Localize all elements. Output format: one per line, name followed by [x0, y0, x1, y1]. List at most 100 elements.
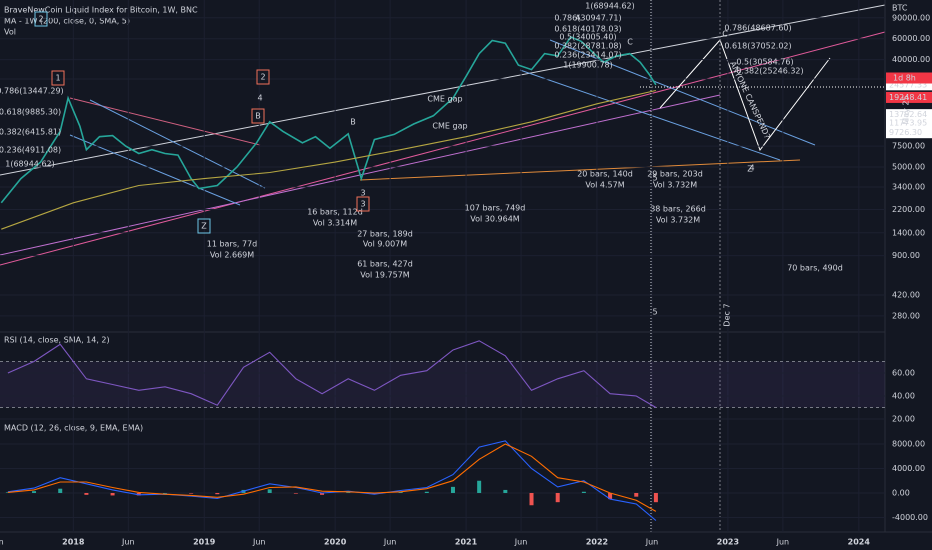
indicator-legend: MA - 1W (200, close, 0, SMA, 5) — [4, 17, 130, 26]
annotation: 1(68944.62) — [585, 2, 635, 11]
wave-box — [34, 11, 48, 27]
annotation: CME gap — [427, 95, 462, 104]
annotation: 0.618(9885.30) — [0, 108, 61, 117]
y-tick-label: 60000.00 — [892, 34, 930, 43]
annotation: 0.786(30947.71) — [554, 14, 621, 23]
annotation: 20 bars, 140d — [577, 170, 633, 179]
annotation: Dec 7 — [723, 303, 732, 326]
price-label: 19248.41 — [889, 93, 927, 102]
annotation: 0.786(48687.60) — [724, 24, 791, 33]
x-tick-label: Jun — [121, 538, 135, 547]
histogram-bar — [267, 489, 272, 493]
annotation: 3 — [360, 189, 365, 198]
y-tick-label: 280.00 — [892, 311, 920, 320]
price-label-box — [886, 117, 932, 129]
y-tick-label: 420.00 — [892, 290, 920, 299]
annotation: 107 bars, 749d — [465, 204, 526, 213]
annotation: 61 bars, 427d — [357, 260, 413, 269]
x-tick-label: Jun — [514, 538, 528, 547]
y-tick-label: 90000.00 — [892, 13, 930, 22]
histogram-bar — [503, 489, 508, 493]
histogram-bar — [477, 480, 482, 493]
histogram-bar — [110, 492, 115, 496]
x-tick-label: 2019 — [193, 538, 216, 547]
annotation: Z — [201, 222, 207, 231]
price-label: 11773.95 — [889, 118, 927, 127]
histogram-bar — [450, 486, 455, 493]
y-tick-label: 0.00 — [892, 488, 910, 497]
histogram-bar — [529, 492, 534, 506]
price-label: 9726.30 — [889, 128, 922, 137]
annotation: 5 — [652, 308, 657, 317]
wave-box — [356, 196, 370, 212]
histogram-bar — [346, 492, 351, 493]
annotation: 2 — [38, 15, 43, 24]
annotation: Vol 3.732M — [656, 216, 700, 225]
rsi-title: RSI (14, close, SMA, 14, 2) — [4, 336, 110, 345]
y-tick-label: 3400.00 — [892, 182, 925, 191]
projection-path — [659, 39, 831, 152]
annotation: 0.382(28781.08) — [554, 42, 621, 51]
histogram-bar — [320, 492, 325, 495]
y-tick-label: -4000.00 — [892, 513, 928, 522]
annotation: 38 bars, 266d — [650, 205, 706, 214]
annotation: 0.5(30584.76) — [736, 58, 793, 67]
histogram-bar — [398, 491, 403, 493]
series-line — [0, 36, 657, 204]
series-line — [7, 443, 657, 512]
annotation: 0.5(34005.40) — [559, 33, 616, 42]
x-tick-label: Jun — [383, 538, 397, 547]
series-line — [7, 440, 657, 521]
wave-box — [197, 218, 211, 234]
annotation: 4 — [257, 94, 262, 103]
x-tick-label: Jun — [776, 538, 790, 547]
annotation: 29 bars, 203d — [647, 170, 703, 179]
price-label-box — [886, 91, 932, 103]
axis-unit: BTC — [892, 4, 908, 13]
annotation: 0.236(23414.07) — [554, 51, 621, 60]
y-tick-label: 900.00 — [892, 251, 920, 260]
histogram-bar — [653, 492, 658, 503]
x-tick-label: 2021 — [455, 538, 478, 547]
histogram-bar — [84, 492, 89, 495]
x-tick-label: 2022 — [586, 538, 608, 547]
y-tick-label: 4000.00 — [892, 464, 925, 473]
annotation: Vol 30.964M — [470, 215, 520, 224]
histogram-bar — [215, 492, 220, 495]
histogram-bar — [32, 491, 37, 493]
x-tick-label: 2018 — [62, 538, 85, 547]
y-tick-label: 20.00 — [892, 415, 915, 424]
price-label-box — [886, 79, 932, 91]
annotation: 0.786(13447.29) — [0, 87, 64, 96]
annotation: B — [255, 112, 261, 121]
annotation: C — [627, 38, 633, 47]
annotation: 3 — [360, 200, 365, 209]
annotation: Vol 3.314M — [313, 219, 357, 228]
histogram-bar — [608, 492, 613, 500]
wave-box — [51, 70, 65, 86]
y-tick-label: 40.00 — [892, 392, 915, 401]
annotation: 0.618(40178.03) — [554, 25, 621, 34]
annotation: 1 — [55, 74, 60, 83]
x-tick-label: 2023 — [717, 538, 739, 547]
annotation: Vol 9.007M — [363, 240, 407, 249]
x-tick-label: Jun — [252, 538, 266, 547]
annotation: Vol 4.57M — [585, 181, 624, 190]
x-tick-label: 2020 — [324, 538, 347, 547]
annotation: Vol 19.757M — [360, 271, 410, 280]
chart-title: BraveNewCoin Liquid Index for Bitcoin, 1… — [4, 6, 198, 15]
histogram-bar — [162, 492, 167, 494]
volume-legend: Vol — [4, 28, 16, 37]
annotation: Z — [747, 165, 753, 174]
annotation: 11 bars, 77d — [207, 240, 258, 249]
annotation: A — [575, 14, 581, 23]
wave-box — [251, 108, 265, 124]
countdown-box — [886, 72, 932, 84]
annotation: May 25 — [902, 95, 911, 124]
y-tick-label: 40000.00 — [892, 55, 930, 64]
channel-line — [519, 69, 781, 161]
annotation: 0.382(6415.81) — [0, 128, 61, 137]
histogram-bar — [372, 492, 377, 495]
y-tick-label: 7500.00 — [892, 142, 925, 151]
